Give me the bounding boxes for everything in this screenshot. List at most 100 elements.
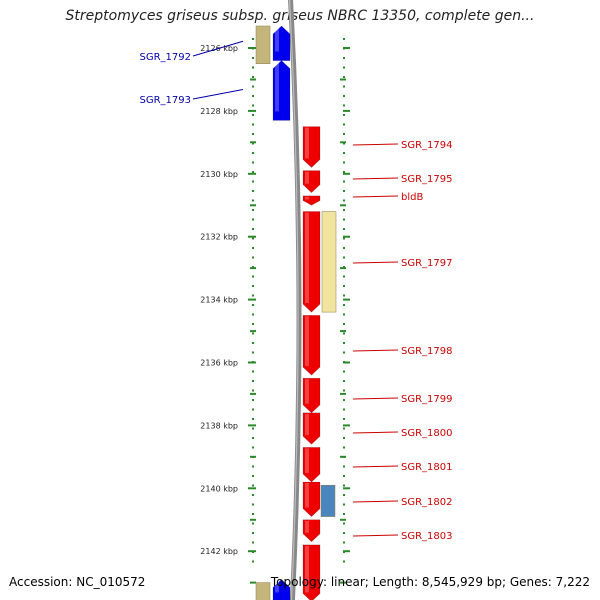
- gene-label-bldb: bldB: [401, 192, 423, 203]
- gene-arrow-shine: [305, 127, 309, 159]
- gene-arrow-sgr-1799: [302, 377, 321, 414]
- gene-arrow-shine: [305, 379, 309, 404]
- rail-dot-left: [252, 285, 254, 287]
- scale-label: 2138 kbp: [200, 421, 238, 430]
- rail-dot-left: [252, 351, 254, 354]
- scale-label: 2136 kbp: [200, 359, 238, 368]
- rail-dot-left: [252, 275, 254, 278]
- gene-arrow-sgr-1792: [272, 25, 291, 61]
- rail-dot-left: [252, 313, 254, 316]
- gene-label-sgr-1797: SGR_1797: [401, 258, 453, 269]
- rail-dot-left: [252, 180, 254, 183]
- rail-dot-left: [252, 171, 254, 173]
- gene-labels: SGR_1792 SGR_1793 SGR_1794 SGR_1795 bldB SGR_…: [140, 40, 453, 542]
- rail-dot-left: [252, 85, 254, 88]
- rail-dot-left: [252, 475, 254, 477]
- gene-label-sgr-1793: SGR_1793: [140, 95, 192, 106]
- rail-dot-left: [252, 66, 254, 69]
- label-leader-line: [352, 143, 399, 146]
- rail-dot-left: [252, 228, 254, 230]
- scale-label: 2140 kbp: [200, 484, 238, 493]
- rail-dot-left: [252, 199, 254, 202]
- gene-arrow-shine: [305, 413, 309, 436]
- gene-arrow-sgr-1798: [302, 315, 321, 376]
- rail-dot-left: [252, 342, 254, 344]
- gene-arrow-shine: [305, 483, 309, 508]
- rail-dot-right: [343, 256, 345, 259]
- rail-dot-right: [343, 323, 345, 325]
- rail-dot-left: [252, 104, 254, 107]
- rail-dot-left: [252, 380, 254, 382]
- gene-arrow-sgr-1801: [302, 447, 321, 483]
- gene-arrow: [272, 579, 291, 600]
- rail-dot-left: [252, 247, 254, 249]
- label-leader-line: [352, 349, 399, 352]
- rail-dot-left: [252, 532, 254, 534]
- rail-dot-right: [343, 408, 345, 411]
- rail-dot-left: [252, 446, 254, 449]
- rail-dot-right: [343, 104, 345, 107]
- gene-label-sgr-1803: SGR_1803: [401, 531, 453, 542]
- rail-dot-right: [343, 285, 345, 287]
- rail-dot-left: [252, 484, 254, 487]
- dna-backbone-line: [288, 0, 302, 600]
- rail-dot-right: [343, 399, 345, 401]
- rail-dot-left: [252, 294, 254, 297]
- gene-arrow-sgr-1803: [302, 519, 321, 543]
- label-leader-line: [352, 261, 399, 264]
- rail-dot-right: [343, 437, 345, 439]
- rail-dot-right: [343, 199, 345, 202]
- label-leader-line: [352, 500, 399, 503]
- rail-dot-right: [343, 218, 345, 221]
- rail-dot-left: [252, 541, 254, 544]
- rail-dot-right: [343, 389, 345, 392]
- gene-arrow-sgr-1797: [302, 211, 321, 313]
- rail-dot-right: [343, 446, 345, 449]
- gene-arrow-sgr-1802: [302, 481, 321, 518]
- gene-arrow-shine: [275, 27, 279, 52]
- rail-dot-right: [343, 247, 345, 249]
- accession-text: Accession: NC_010572: [9, 575, 146, 589]
- rail-dot-left: [252, 209, 254, 211]
- rail-dot-left: [252, 266, 254, 268]
- rail-dot-right: [343, 38, 345, 40]
- rail-dot-right: [343, 161, 345, 164]
- gene-label-sgr-1798: SGR_1798: [401, 346, 453, 357]
- gene-label-sgr-1794: SGR_1794: [401, 140, 453, 151]
- rail-dot-left: [252, 494, 254, 496]
- scale-label: 2128 kbp: [200, 107, 238, 116]
- gene-label-sgr-1802: SGR_1802: [401, 497, 453, 508]
- gene-arrow-shine: [305, 171, 309, 184]
- rail-dot-left: [252, 513, 254, 515]
- rail-dot-right: [343, 228, 345, 230]
- dna-backbone: [288, 0, 302, 600]
- gene-label-sgr-1795: SGR_1795: [401, 174, 453, 185]
- feature-block: [255, 25, 271, 64]
- rail-dot-left: [252, 437, 254, 439]
- rail-dot-right: [343, 190, 345, 192]
- genome-stats-text: Topology: linear; Length: 8,545,929 bp; …: [270, 575, 590, 589]
- label-leader-line: [192, 40, 244, 57]
- rail-dot-left: [252, 427, 254, 430]
- rail-dot-right: [343, 342, 345, 344]
- rail-dot-right: [343, 114, 345, 116]
- feature-block: [320, 484, 336, 517]
- gene-arrows: [272, 25, 321, 600]
- rail-dot-left: [252, 161, 254, 164]
- rail-dot-left: [252, 389, 254, 392]
- gene-arrow-shine: [305, 316, 309, 367]
- rail-dot-left: [252, 399, 254, 401]
- label-leader-line: [192, 88, 244, 100]
- rail-dot-left: [252, 152, 254, 154]
- gene-arrow-bldb: [302, 195, 321, 206]
- rail-dot-left: [252, 38, 254, 40]
- rail-dot-right: [343, 275, 345, 278]
- rail-dot-right: [343, 266, 345, 268]
- feature-blocks: [255, 25, 337, 600]
- scale-label: 2134 kbp: [200, 296, 238, 305]
- rail-dot-left: [252, 465, 254, 468]
- rail-dot-right: [343, 313, 345, 316]
- rail-dot-left: [252, 256, 254, 259]
- gene-arrow-sgr-1793: [272, 60, 291, 121]
